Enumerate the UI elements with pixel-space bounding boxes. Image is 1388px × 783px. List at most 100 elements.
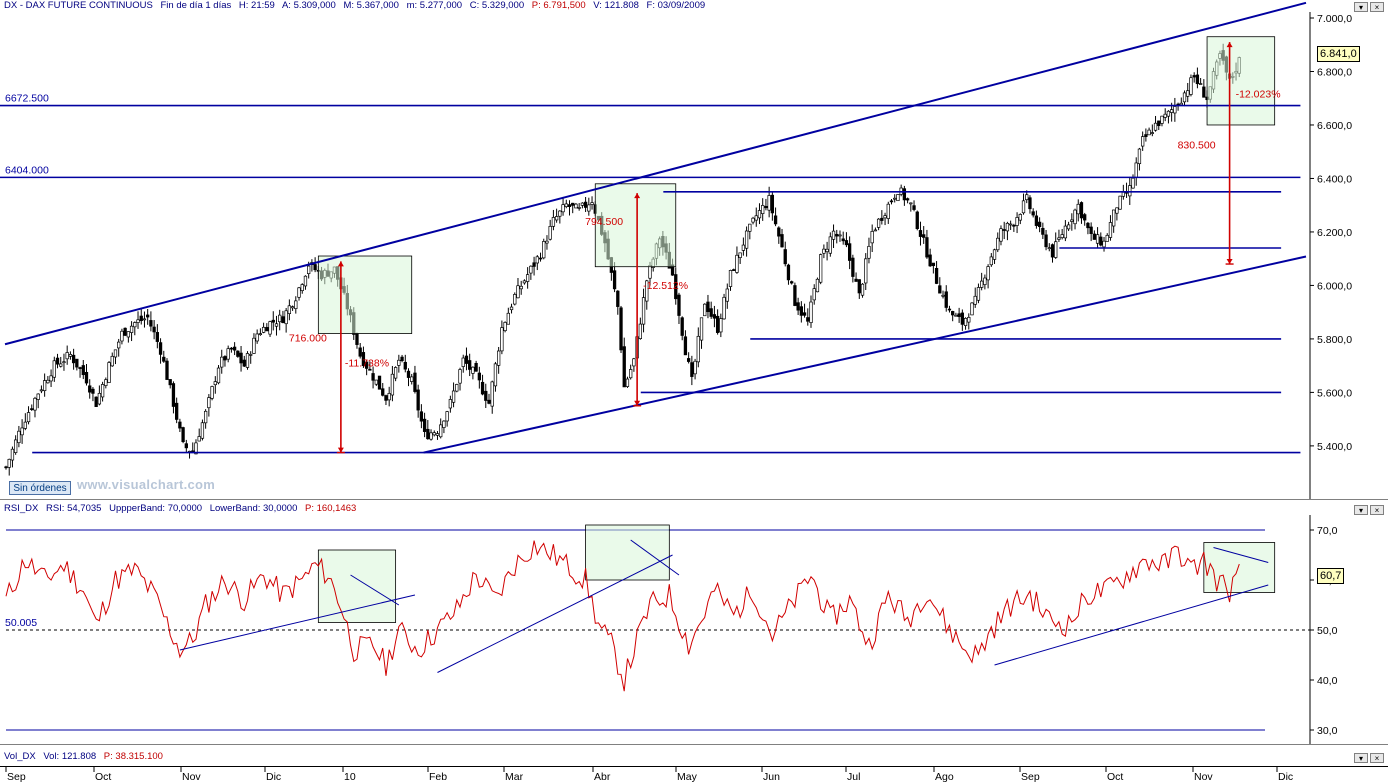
- measure-arrowhead: [1226, 259, 1233, 265]
- candle-body: [909, 202, 913, 205]
- time-tick-label: Oct: [95, 771, 111, 783]
- candle-body: [561, 204, 565, 213]
- candle-body: [239, 352, 243, 364]
- candle-body: [951, 311, 955, 316]
- candle-body: [213, 381, 217, 386]
- candle-body: [46, 379, 50, 384]
- candle-body: [497, 350, 501, 366]
- time-tick-label: Mar: [505, 771, 524, 783]
- rsi-tick-label: 30,0: [1317, 725, 1338, 737]
- candle-body: [960, 312, 964, 325]
- candle-body: [1028, 197, 1032, 210]
- candle-body: [683, 336, 688, 356]
- candle-body: [84, 371, 89, 384]
- price-chart[interactable]: 7.000,0 6.800,0 6.600,0 6.400,0 6.200,0 6.000…: [0, 0, 1388, 500]
- measure-arrowhead: [634, 193, 641, 199]
- candle-body: [1092, 233, 1097, 240]
- price-tick-label: 6.600,0: [1317, 120, 1352, 132]
- candle-body: [422, 418, 427, 432]
- candle-body: [709, 308, 713, 317]
- candle-body: [873, 229, 878, 232]
- candle-body: [677, 294, 681, 316]
- candle-body: [1153, 122, 1158, 131]
- consolidation-box: [317, 255, 413, 334]
- candle-body: [970, 302, 974, 316]
- candle-body: [629, 369, 633, 379]
- rsi-p: P: 160,1463: [305, 503, 357, 514]
- candle-body: [1118, 195, 1122, 210]
- candle-body: [17, 430, 21, 444]
- rsi-chart[interactable]: 70,060,050,040,030,050.005: [0, 501, 1388, 745]
- volume-panel-menu-button[interactable]: ▾: [1354, 753, 1368, 763]
- rsi-lower: LowerBand: 30,0000: [209, 503, 298, 514]
- candle-body: [104, 379, 108, 386]
- candle-body: [210, 386, 214, 399]
- candle-body: [461, 357, 465, 367]
- price-panel-menu-button[interactable]: ▾: [1354, 2, 1368, 12]
- candle-body: [1144, 134, 1148, 138]
- candle-body: [126, 331, 131, 338]
- measure-points-label: 794.500: [585, 216, 623, 228]
- volume-name: Vol_DX: [4, 751, 36, 762]
- candle-body: [999, 228, 1003, 242]
- candle-body: [181, 427, 185, 443]
- candle-body: [403, 361, 407, 370]
- candle-body: [915, 211, 919, 230]
- candle-body: [448, 399, 453, 409]
- volume-panel-close-button[interactable]: ×: [1370, 753, 1384, 763]
- candle-body: [741, 244, 746, 251]
- candle-body: [857, 279, 861, 294]
- rsi-panel-close-button[interactable]: ×: [1370, 505, 1384, 515]
- candle-body: [20, 427, 24, 436]
- candle-body: [381, 388, 385, 396]
- price-period: Fin de día 1 días: [160, 0, 232, 11]
- price-tick-label: 5.800,0: [1317, 334, 1352, 346]
- candle-body: [393, 367, 398, 379]
- price-tick-label: 6.000,0: [1317, 280, 1352, 292]
- price-date: F: 03/09/2009: [646, 0, 706, 11]
- price-close: C: 5.329,000: [469, 0, 525, 11]
- time-tick-label: Nov: [182, 771, 201, 783]
- candle-body: [142, 318, 147, 321]
- candle-body: [1083, 214, 1087, 221]
- candle-body: [216, 367, 221, 384]
- price-max: M: 5.367,000: [343, 0, 399, 11]
- candle-body: [100, 384, 105, 398]
- volume-panel: Vol_DX Vol: 121.808 P: 38.315.100 ▾ ×: [0, 748, 1388, 766]
- rsi-tick-label: 40,0: [1317, 675, 1338, 687]
- volume-header: Vol_DX Vol: 121.808 P: 38.315.100: [0, 751, 1310, 763]
- candle-body: [1141, 136, 1145, 147]
- candle-body: [883, 215, 887, 219]
- rsi-panel: RSI_DX RSI: 54,7035 UppperBand: 70,0000 …: [0, 501, 1388, 745]
- candle-body: [1012, 224, 1016, 227]
- candle-body: [223, 356, 227, 361]
- candle-body: [271, 319, 275, 323]
- candle-body: [944, 291, 948, 308]
- orders-button[interactable]: Sin órdenes: [9, 481, 71, 495]
- candle-body: [1173, 106, 1177, 114]
- candle-body: [967, 317, 971, 323]
- rsi-panel-menu-button[interactable]: ▾: [1354, 505, 1368, 515]
- candle-body: [377, 375, 382, 390]
- candle-body: [1066, 224, 1071, 230]
- candle-body: [838, 234, 842, 237]
- candle-body: [1131, 177, 1135, 189]
- candle-body: [146, 314, 150, 318]
- rsi-header: RSI_DX RSI: 54,7035 UppperBand: 70,0000 …: [0, 503, 1310, 515]
- candle-body: [938, 285, 942, 294]
- price-panel-close-button[interactable]: ×: [1370, 2, 1384, 12]
- candle-body: [371, 373, 375, 381]
- candle-body: [835, 233, 839, 237]
- price-panel: DX - DAX FUTURE CONTINUOUS Fin de día 1 …: [0, 0, 1388, 500]
- candle-body: [558, 210, 562, 217]
- watermark: www.visualchart.com: [77, 477, 216, 492]
- candle-body: [71, 354, 76, 364]
- candle-body: [194, 442, 198, 455]
- candle-body: [554, 216, 559, 221]
- candle-body: [1021, 200, 1026, 214]
- candle-body: [931, 262, 936, 267]
- candle-body: [905, 198, 910, 201]
- candle-body: [474, 362, 478, 372]
- candle-body: [1018, 214, 1022, 221]
- price-volume: V: 121.808: [593, 0, 639, 11]
